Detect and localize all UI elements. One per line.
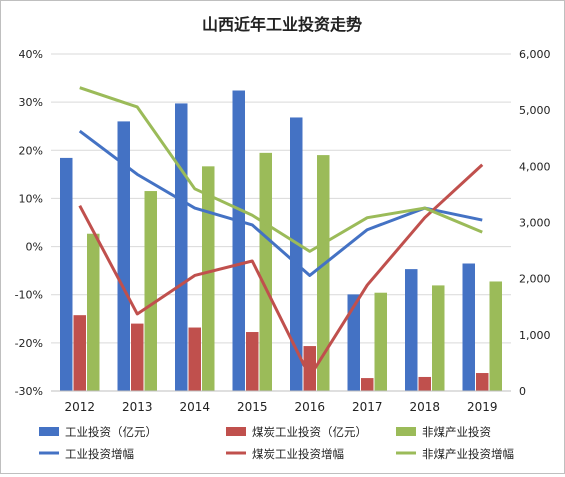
left-tick-label: -10% xyxy=(15,289,43,302)
legend-label: 煤炭工业投资增幅 xyxy=(252,447,344,461)
bar-2 xyxy=(303,346,316,391)
right-tick-label: 6,000 xyxy=(519,48,551,61)
legend-label: 工业投资（亿元） xyxy=(65,425,157,439)
legend-swatch-bar xyxy=(39,427,59,436)
bar-3 xyxy=(489,281,502,391)
bar-1 xyxy=(232,90,245,391)
x-tick-label: 2012 xyxy=(64,400,95,414)
bar-1 xyxy=(405,269,418,391)
bar-2 xyxy=(246,332,259,391)
x-tick-label: 2016 xyxy=(294,400,325,414)
bar-1 xyxy=(60,157,73,391)
right-tick-label: 0 xyxy=(519,385,526,398)
right-tick-label: 1,000 xyxy=(519,329,551,342)
legend-label: 非煤产业投资 xyxy=(422,425,491,439)
x-tick-label: 2017 xyxy=(352,400,383,414)
bar-2 xyxy=(131,323,144,391)
left-tick-label: 0% xyxy=(26,241,43,254)
bar-3 xyxy=(432,285,445,391)
x-tick-label: 2013 xyxy=(122,400,153,414)
bar-2 xyxy=(73,315,86,391)
left-tick-label: 40% xyxy=(19,48,43,61)
line-series-3 xyxy=(79,86,483,253)
left-tick-label: 10% xyxy=(19,192,43,205)
legend-swatch-bar xyxy=(396,427,416,436)
left-tick-label: -30% xyxy=(15,385,43,398)
x-tick-label: 2019 xyxy=(467,400,498,414)
x-tick-label: 2018 xyxy=(409,400,440,414)
bar-2 xyxy=(361,378,374,391)
line-series-2 xyxy=(78,163,484,379)
x-tick-label: 2014 xyxy=(179,400,210,414)
right-tick-label: 3,000 xyxy=(519,217,551,230)
bar-2 xyxy=(476,373,489,391)
bar-1 xyxy=(117,121,130,392)
legend-label: 煤炭工业投资（亿元） xyxy=(252,425,367,439)
bar-3 xyxy=(87,233,100,391)
legend-swatch-bar xyxy=(226,427,246,436)
bar-3 xyxy=(317,155,330,391)
x-tick-label: 2015 xyxy=(237,400,268,414)
legend-label: 工业投资增幅 xyxy=(65,447,134,461)
bar-3 xyxy=(259,152,272,391)
right-tick-label: 4,000 xyxy=(519,160,551,173)
bar-2 xyxy=(188,327,201,391)
chart-title: 山西近年工业投资走势 xyxy=(202,15,362,34)
bar-1 xyxy=(347,294,360,391)
left-tick-label: -20% xyxy=(15,337,43,350)
legend-label: 非煤产业投资增幅 xyxy=(422,447,514,461)
left-tick-label: 30% xyxy=(19,96,43,109)
bar-2 xyxy=(418,376,431,391)
bar-1 xyxy=(290,117,303,392)
bar-1 xyxy=(462,263,475,391)
bar-3 xyxy=(374,292,387,391)
bar-3 xyxy=(144,191,157,391)
bar-3 xyxy=(202,166,215,391)
right-tick-label: 2,000 xyxy=(519,273,551,286)
right-tick-label: 5,000 xyxy=(519,104,551,117)
bar-1 xyxy=(175,103,188,391)
line-series-1 xyxy=(78,129,483,277)
left-tick-label: 20% xyxy=(19,144,43,157)
